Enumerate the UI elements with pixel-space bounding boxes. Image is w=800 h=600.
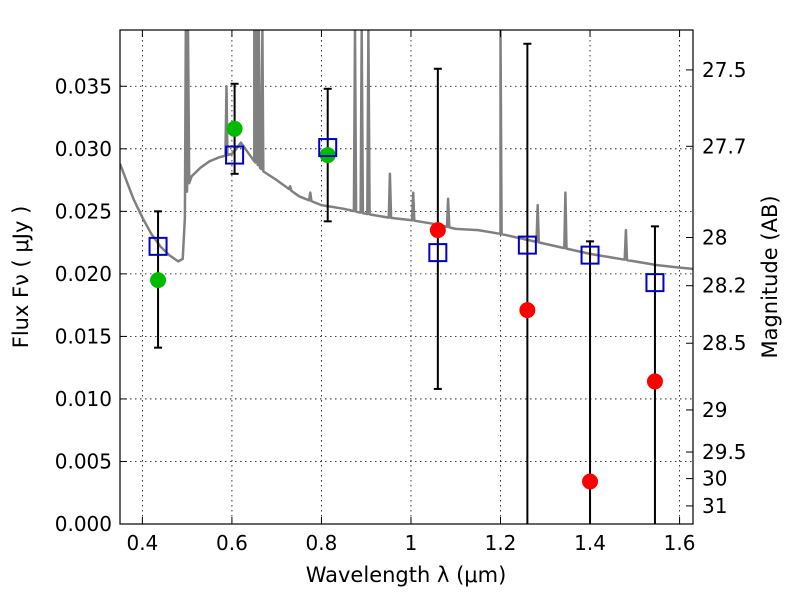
marker-layer <box>148 120 665 490</box>
x-tick-label: 1.2 <box>485 531 517 555</box>
y2-tick-label: 31 <box>702 494 727 518</box>
red-point <box>582 473 599 490</box>
y-tick-label: 0.010 <box>55 387 112 411</box>
y2-tick-label: 28 <box>702 225 727 249</box>
square-marker <box>225 145 245 165</box>
x-axis-title: Wavelength λ (μm) <box>306 563 507 587</box>
square-marker <box>428 243 448 263</box>
plot-frame <box>119 29 694 525</box>
red-point <box>519 302 536 319</box>
x-tick-label: 1 <box>405 531 418 555</box>
red-point <box>429 222 446 239</box>
y-tick-label: 0.030 <box>55 137 112 161</box>
model-spectrum-line <box>120 30 693 271</box>
x-tick-label: 0.8 <box>306 531 338 555</box>
tick-label-layer: 0.4 0.6 0.8 1 1.2 1.4 1.6 0.000 0.005 0.010 0.015 0… <box>55 58 747 555</box>
y-tick-label: 0.005 <box>55 449 112 473</box>
x-tick-label: 0.4 <box>126 531 158 555</box>
square-marker <box>318 138 338 158</box>
model-spectrum-layer <box>120 30 693 271</box>
x-tick-label: 1.4 <box>574 531 606 555</box>
y-tick-label: 0.000 <box>55 512 112 536</box>
square-marker <box>148 236 168 256</box>
y2-tick-label: 29 <box>702 398 727 422</box>
grid-lines <box>120 30 693 525</box>
y-axis-title: Flux Fν ( μJy ) <box>9 206 33 349</box>
green-point <box>226 120 243 137</box>
y2-tick-label: 29.5 <box>702 440 747 464</box>
square-marker <box>645 273 665 293</box>
green-point <box>150 272 167 289</box>
y2-tick-label: 27.7 <box>702 134 747 158</box>
tick-layer <box>120 30 693 525</box>
y-tick-label: 0.020 <box>55 262 112 286</box>
x-tick-label: 0.6 <box>216 531 248 555</box>
y2-axis-title: Magnitude (AB) <box>758 195 782 358</box>
y2-tick-label: 28.2 <box>702 274 747 298</box>
y-tick-label: 0.035 <box>55 74 112 98</box>
errorbar-layer <box>154 42 659 524</box>
y-tick-label: 0.015 <box>55 324 112 348</box>
square-marker <box>580 245 600 265</box>
y2-tick-label: 28.5 <box>702 331 747 355</box>
square-marker <box>517 235 537 255</box>
x-tick-label: 1.6 <box>664 531 696 555</box>
y2-tick-label: 30 <box>702 467 727 491</box>
y-tick-label: 0.025 <box>55 199 112 223</box>
y2-tick-label: 27.5 <box>702 58 747 82</box>
red-point <box>646 373 663 390</box>
